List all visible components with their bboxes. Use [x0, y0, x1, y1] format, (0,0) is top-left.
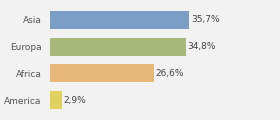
Bar: [50, 11, 190, 29]
Bar: [50, 64, 154, 82]
Text: 2,9%: 2,9%: [63, 96, 86, 105]
Bar: [50, 91, 62, 109]
Bar: [50, 38, 186, 56]
Text: 35,7%: 35,7%: [191, 15, 220, 24]
Text: 26,6%: 26,6%: [156, 69, 184, 78]
Text: 34,8%: 34,8%: [188, 42, 216, 51]
